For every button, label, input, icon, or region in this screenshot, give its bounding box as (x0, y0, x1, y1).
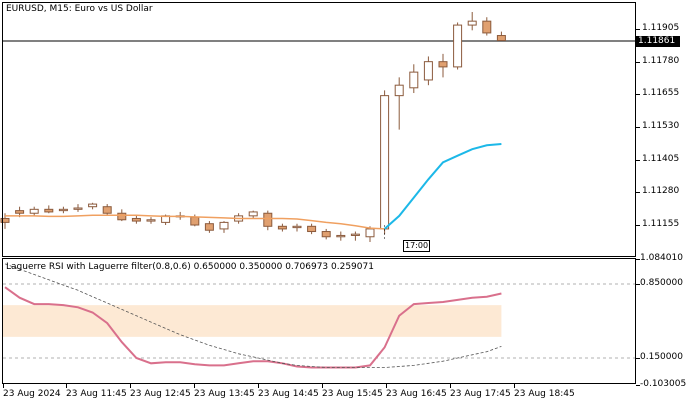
indicator-scale-label: 0.850000 (640, 278, 683, 288)
time-scale-label: 23 Aug 12:45 (130, 389, 191, 399)
candle-body-14 (204, 223, 214, 231)
candle-body-15 (219, 221, 229, 230)
price-tick (636, 94, 640, 96)
indicator-tick (636, 358, 640, 359)
time-tick (450, 384, 451, 388)
indicator-tick (636, 259, 640, 261)
time-scale-label: 23 Aug 14:45 (258, 389, 319, 399)
candle-body-9 (131, 217, 141, 222)
time-tick (130, 384, 131, 388)
current-price-label: 1.11861 (636, 36, 680, 47)
candle-body-6 (88, 203, 98, 208)
candle-body-26 (380, 95, 390, 230)
indicator-title: Laguerre RSI with Laguerre filter(0.8,0.… (6, 262, 374, 272)
candle-body-23 (336, 234, 346, 238)
indicator-tick (636, 384, 640, 386)
price-pane[interactable] (2, 2, 636, 257)
time-scale-label: 23 Aug 2024 (3, 389, 61, 399)
candle-body-4 (58, 208, 68, 212)
candle-body-5 (73, 207, 83, 210)
candle-body-29 (423, 61, 433, 81)
time-tick (194, 384, 195, 388)
price-scale-label: 1.11780 (642, 55, 680, 66)
laguerre-filter-line-up (383, 143, 502, 230)
price-scale-label: 1.11655 (642, 88, 680, 99)
price-scale-label: 1.11905 (642, 23, 680, 33)
price-tick (636, 29, 640, 30)
candle-body-24 (350, 233, 360, 236)
crosshair-time-label: 17:00 (403, 240, 431, 252)
indicator-scale-label: -0.103005 (640, 378, 687, 389)
time-scale-label: 23 Aug 13:45 (194, 389, 255, 399)
price-scale-label: 1.11405 (642, 153, 680, 164)
laguerre-rsi-line (4, 286, 502, 369)
candle-body-8 (117, 212, 127, 221)
candle-body-17 (248, 211, 258, 217)
candle-body-33 (482, 20, 492, 34)
candle-body-1 (15, 210, 25, 214)
time-tick (258, 384, 259, 388)
laguerre-signal-line (4, 263, 502, 368)
time-scale-label: 23 Aug 11:45 (66, 389, 127, 399)
laguerre-filter-line (5, 214, 385, 230)
time-tick (322, 384, 323, 388)
indicator-pane[interactable] (2, 258, 636, 384)
price-tick (636, 127, 640, 128)
time-scale-label: 23 Aug 16:45 (386, 389, 447, 399)
candle-body-34 (496, 35, 506, 41)
price-pane-background (3, 3, 635, 256)
indicator-scale-label: 0.150000 (640, 352, 683, 362)
candle-body-18 (263, 212, 273, 227)
time-tick (514, 384, 515, 388)
time-tick (3, 384, 4, 388)
price-scale-label: 1.11280 (642, 186, 680, 197)
candle-body-21 (307, 225, 317, 233)
price-pane-title: EURUSD, M15: Euro vs US Dollar (6, 4, 153, 14)
price-tick (636, 159, 640, 161)
time-scale-label: 23 Aug 17:45 (450, 389, 511, 399)
time-scale-label: 23 Aug 15:45 (322, 389, 383, 399)
candle-body-31 (453, 24, 463, 68)
time-tick (66, 384, 67, 388)
candle-body-7 (102, 206, 112, 214)
candle-body-32 (467, 20, 477, 26)
price-scale-label: 1.11530 (642, 121, 680, 131)
candle-body-22 (321, 231, 331, 238)
candle-body-25 (365, 228, 375, 238)
indicator-tick (636, 284, 640, 285)
candle-body-28 (409, 71, 419, 89)
candle-body-10 (146, 219, 156, 222)
price-tick (636, 61, 640, 63)
candle-body-3 (44, 208, 54, 213)
candle-body-20 (292, 225, 302, 229)
indicator-scale-label: 1.084010 (640, 253, 683, 264)
candle-body-19 (277, 225, 287, 230)
time-tick (386, 384, 387, 388)
candle-body-30 (438, 61, 448, 68)
price-tick (636, 225, 640, 226)
price-tick (636, 192, 640, 194)
time-scale-label: 23 Aug 18:45 (514, 389, 575, 399)
candle-body-0 (0, 217, 10, 223)
price-scale-label: 1.11155 (642, 219, 680, 229)
candle-body-27 (394, 84, 404, 97)
candle-body-2 (29, 208, 39, 214)
